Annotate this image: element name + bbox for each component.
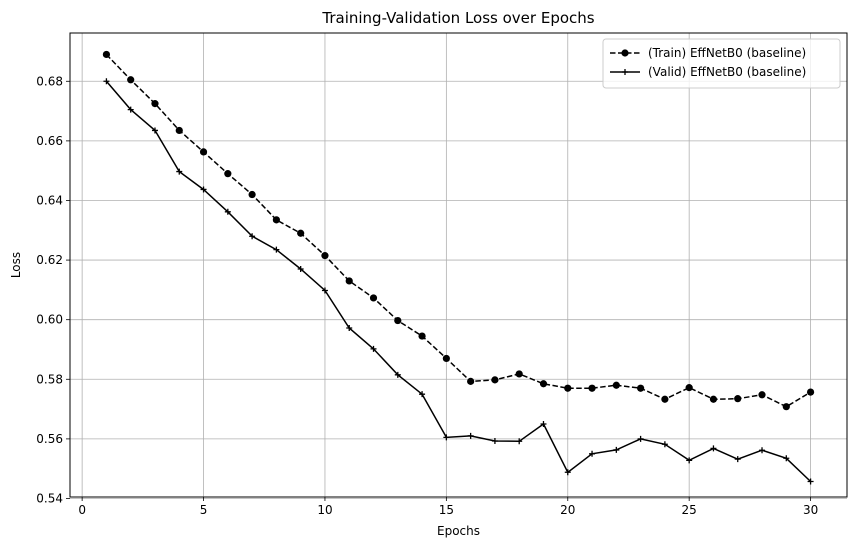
legend-label-train: (Train) EffNetB0 (baseline) xyxy=(648,46,806,60)
train-loss-point xyxy=(418,332,426,340)
y-tick-label: 0.60 xyxy=(36,313,63,327)
valid-loss-point xyxy=(419,391,426,398)
train-loss-point xyxy=(806,388,815,396)
train-loss-point xyxy=(515,370,523,378)
y-tick-label: 0.64 xyxy=(36,193,63,207)
chart-title: Training-Validation Loss over Epochs xyxy=(321,9,594,27)
valid-loss-line xyxy=(105,80,812,483)
train-loss-point xyxy=(345,277,353,285)
x-tick-label: 30 xyxy=(803,503,818,517)
valid-loss-point xyxy=(491,437,498,444)
y-tick-label: 0.66 xyxy=(36,134,63,148)
train-loss-point xyxy=(199,148,208,156)
train-loss-point xyxy=(442,354,450,363)
legend-marker-valid xyxy=(622,69,628,75)
valid-loss-point xyxy=(759,447,766,454)
train-loss-point xyxy=(151,100,159,108)
legend-marker-train xyxy=(621,49,629,57)
valid-loss-point xyxy=(176,168,183,175)
valid-loss-point xyxy=(516,438,523,445)
train-loss-point xyxy=(709,395,718,403)
grid-lines xyxy=(70,33,847,499)
valid-loss-point xyxy=(273,246,280,253)
train-loss-point xyxy=(685,384,693,392)
valid-loss-point xyxy=(394,371,401,378)
legend: (Train) EffNetB0 (baseline) (Valid) EffN… xyxy=(602,38,841,89)
legend-box xyxy=(602,38,841,89)
valid-loss-point xyxy=(807,478,814,485)
train-loss-point xyxy=(539,380,548,388)
legend-item-train: (Train) EffNetB0 (baseline) xyxy=(610,46,806,60)
train-loss-point xyxy=(127,76,135,84)
series-layer xyxy=(102,50,815,485)
x-tick-label: 25 xyxy=(682,503,697,517)
train-loss-point xyxy=(394,316,402,325)
train-loss-point xyxy=(661,395,669,403)
valid-loss-point xyxy=(103,78,110,85)
valid-loss-point xyxy=(613,446,620,453)
train-loss-point xyxy=(758,391,766,399)
train-loss-point xyxy=(637,384,645,392)
y-tick-label: 0.56 xyxy=(36,432,63,446)
valid-loss-point xyxy=(783,455,790,462)
train-loss-point xyxy=(248,190,256,199)
y-tick-label: 0.68 xyxy=(36,74,63,88)
train-loss-point xyxy=(564,384,572,392)
train-loss-point xyxy=(102,50,111,59)
valid-loss-point xyxy=(249,233,256,240)
valid-loss-point xyxy=(467,432,474,439)
legend-item-valid: (Valid) EffNetB0 (baseline) xyxy=(610,65,806,79)
valid-loss-point xyxy=(224,208,231,215)
plot-frame xyxy=(69,32,848,498)
valid-loss-point xyxy=(637,435,644,442)
train-loss-point xyxy=(491,376,499,384)
train-loss-point xyxy=(224,170,232,178)
x-axis-ticks: 0 5 10 15 20 25 30 xyxy=(78,497,818,517)
x-tick-label: 0 xyxy=(78,503,86,517)
valid-loss-point xyxy=(127,106,134,113)
y-axis-label: Loss xyxy=(9,252,23,278)
valid-loss-point xyxy=(540,420,547,427)
valid-loss-point xyxy=(370,345,377,352)
y-tick-label: 0.54 xyxy=(36,491,63,505)
train-loss-point xyxy=(467,377,475,385)
valid-loss-point xyxy=(686,457,693,464)
valid-loss-point xyxy=(297,266,304,273)
train-loss-point xyxy=(175,126,183,135)
valid-loss-point xyxy=(346,325,353,332)
valid-loss-point xyxy=(200,186,207,193)
x-axis-label: Epochs xyxy=(437,524,480,538)
train-loss-point xyxy=(297,229,305,237)
train-loss-line xyxy=(105,53,811,408)
x-tick-label: 10 xyxy=(317,503,332,517)
valid-loss-point xyxy=(151,127,158,134)
train-loss-point xyxy=(272,216,280,224)
x-tick-label: 5 xyxy=(200,503,208,517)
train-loss-point xyxy=(782,403,790,411)
valid-loss-point xyxy=(443,434,450,441)
y-tick-label: 0.62 xyxy=(36,253,63,267)
train-loss-point xyxy=(369,294,378,302)
legend-label-valid: (Valid) EffNetB0 (baseline) xyxy=(648,65,806,79)
train-loss-point xyxy=(734,395,742,403)
valid-loss-point xyxy=(710,445,717,452)
valid-loss-point xyxy=(661,441,668,448)
x-tick-label: 20 xyxy=(560,503,575,517)
valid-loss-point xyxy=(321,287,328,294)
x-tick-label: 15 xyxy=(439,503,454,517)
valid-loss-point xyxy=(564,469,571,476)
train-loss-point xyxy=(321,252,329,260)
train-loss-point xyxy=(588,384,596,392)
valid-loss-point xyxy=(734,456,741,463)
valid-loss-point xyxy=(589,450,596,457)
y-axis-ticks: 0.54 0.56 0.58 0.60 0.62 0.64 0.66 0.68 xyxy=(36,74,70,505)
train-loss-point xyxy=(612,381,620,389)
y-tick-label: 0.58 xyxy=(36,372,63,386)
